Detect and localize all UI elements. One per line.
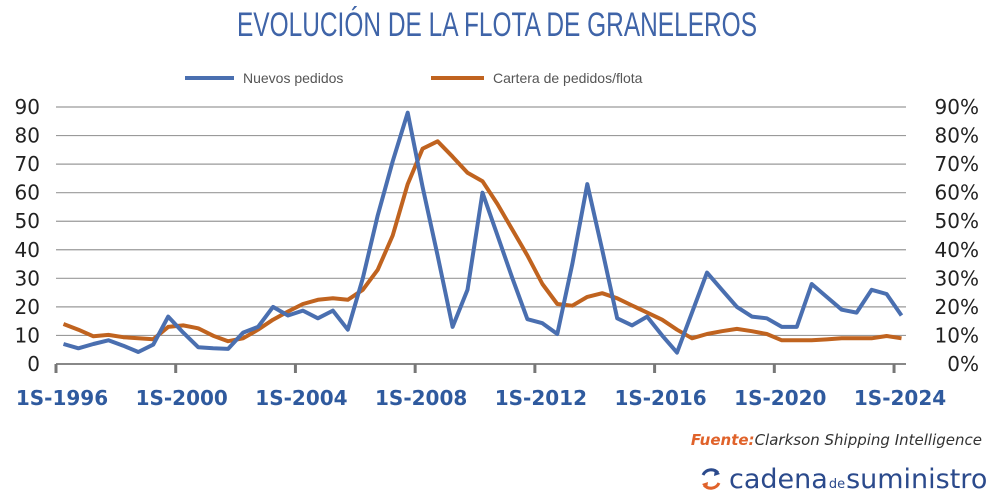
- y2-tick-label: 80%: [935, 124, 979, 148]
- y2-tick-label: 20%: [935, 295, 979, 319]
- y2-tick-label: 10%: [935, 323, 979, 347]
- x-tick-label: 1S-2004: [255, 386, 347, 410]
- source-label: Fuente:: [691, 431, 755, 449]
- y2-tick-label: 40%: [935, 238, 979, 262]
- y-tick-label: 10: [15, 323, 40, 347]
- y-axis-left: 0 10 20 30 40 50 60 70 80 90: [15, 95, 40, 376]
- series-lines: [62, 110, 904, 355]
- legend-label-cartera: Cartera de pedidos/flota: [493, 70, 643, 86]
- y-tick-label: 20: [15, 295, 40, 319]
- brand-logo: cadenadesuministro: [701, 464, 987, 495]
- y-axis-right: 0% 10% 20% 30% 40% 50% 60% 70% 80% 90%: [935, 95, 979, 376]
- series-line-nuevos-pedidos: [62, 110, 904, 355]
- svg-text:Fuente:Clarkson Shipping Intel: Fuente:Clarkson Shipping Intelligence: [691, 431, 982, 449]
- y-tick-label: 30: [15, 266, 40, 290]
- x-tick-label: 1S-2012: [495, 386, 587, 410]
- x-tick-label: 1S-2000: [136, 386, 228, 410]
- y-tick-label: 40: [15, 238, 40, 262]
- y-tick-label: 80: [15, 124, 40, 148]
- brand-part1: cadena: [729, 464, 828, 495]
- x-axis: 1S-1996 1S-2000 1S-2004 1S-2008 1S-2012 1S-20…: [16, 364, 946, 410]
- y-tick-label: 90: [15, 95, 40, 119]
- brand-part3: suministro: [846, 464, 987, 495]
- legend-label-nuevos-pedidos: Nuevos pedidos: [243, 70, 343, 86]
- y2-tick-label: 30%: [935, 266, 979, 290]
- svg-text:cadenadesuministro: cadenadesuministro: [729, 464, 987, 495]
- x-tick-label: 1S-2024: [854, 386, 946, 410]
- series-line-cartera-de-pedidos-flota: [62, 139, 902, 344]
- y-tick-label: 60: [15, 181, 40, 205]
- refresh-arrows-icon: [701, 468, 721, 490]
- x-tick-label: 1S-2016: [614, 386, 706, 410]
- y2-tick-label: 50%: [935, 209, 979, 233]
- x-tick-label: 1S-1996: [16, 386, 108, 410]
- y2-tick-label: 60%: [935, 181, 979, 205]
- source-text: Clarkson Shipping Intelligence: [755, 431, 982, 449]
- y-tick-label: 70: [15, 152, 40, 176]
- brand-part2: de: [829, 477, 845, 492]
- x-tick-label: 1S-2008: [375, 386, 467, 410]
- y2-tick-label: 70%: [935, 152, 979, 176]
- y2-tick-label: 90%: [935, 95, 979, 119]
- source-note: Fuente:Clarkson Shipping Intelligence: [691, 431, 982, 449]
- x-tick-label: 1S-2020: [734, 386, 826, 410]
- chart-title: EVOLUCIÓN DE LA FLOTA DE GRANELEROS: [237, 6, 757, 44]
- legend: Nuevos pedidos Cartera de pedidos/flota: [185, 70, 643, 86]
- y-tick-label: 0: [27, 352, 40, 376]
- y2-tick-label: 0%: [947, 352, 979, 376]
- y-tick-label: 50: [15, 209, 40, 233]
